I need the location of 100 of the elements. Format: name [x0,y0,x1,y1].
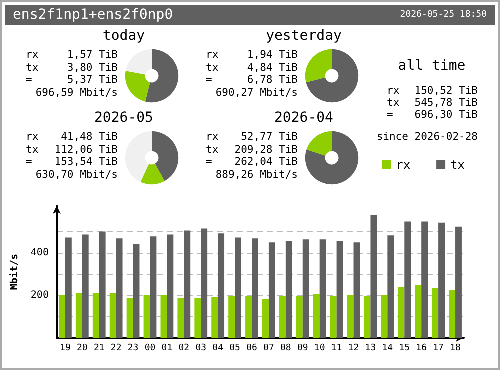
x-tick-label: 18 [450,344,461,354]
text: = [206,74,212,86]
bar [184,230,191,338]
x-tick-label: 08 [280,344,292,354]
text: ens2f1np1+ens2f0np0 [13,7,174,23]
bar [313,294,320,338]
text: 5,37 TiB [67,74,118,86]
x-tick-label: 21 [94,344,105,354]
text: tx [206,144,219,156]
text: 630,70 Mbit/s [36,168,118,180]
bar [438,222,446,338]
y-axis-title: Mbit/s [8,254,20,290]
bar [404,222,412,338]
bar [178,298,184,338]
bar [347,295,354,338]
text: 41,48 TiB [61,131,118,143]
text: 6,78 TiB [247,74,298,86]
x-tick-label: 00 [144,344,156,354]
x-tick-label: 11 [331,344,342,354]
bar [99,232,106,338]
x-tick-label: 02 [178,344,190,354]
text: 1,57 TiB [67,49,118,61]
bar [160,295,168,338]
text: 4,84 TiB [247,62,298,74]
bar [201,228,208,338]
x-tick-label: 04 [212,344,224,354]
bar [296,296,303,338]
text: tx [26,62,39,74]
bar [144,295,150,338]
bar [252,238,258,338]
chart-title: 2026-04 [273,110,334,126]
x-tick-label: 15 [399,344,410,354]
bar [302,240,310,338]
bar [422,222,428,338]
text: 3,80 TiB [67,62,118,74]
text: 696,59 Mbit/s [36,86,118,98]
text: rx [26,49,39,61]
x-tick-label: 19 [60,344,71,354]
text: rx [26,131,39,143]
chart-title: yesterday [265,28,343,44]
bar [65,238,72,338]
bar [235,238,242,338]
text: tx [206,62,219,74]
bar [126,298,134,338]
bar [110,293,116,338]
x-tick-label: 05 [230,344,240,354]
text: 1,94 TiB [247,49,298,61]
bar [449,290,456,338]
text: 150,52 TiB [414,85,478,97]
x-tick-label: 06 [246,344,258,354]
bar [279,296,286,338]
bar [58,295,66,338]
bar [320,240,326,338]
bar [167,234,174,338]
bar [286,242,292,338]
legend-label: tx [450,158,466,172]
bar [218,234,225,338]
x-tick-label: 16 [416,344,428,354]
x-tick-label: 01 [162,344,173,354]
text: 153,54 TiB [54,156,118,168]
bar [330,296,337,338]
text: 545,78 TiB [414,97,478,109]
legend-label: rx [396,158,411,172]
text: rx [387,85,400,97]
bar [262,299,269,338]
bar [194,298,202,338]
text: = [26,74,32,86]
bar [212,297,218,338]
chart-title: today [102,28,146,44]
text: tx [387,97,400,109]
x-tick-label: 12 [348,344,360,354]
bar [432,288,439,338]
x-tick-label: 07 [264,344,274,354]
bar [116,238,123,338]
text: all time [397,58,467,74]
text: 2026-05-25 18:50 [400,10,487,20]
x-tick-label: 17 [433,344,444,354]
text: 52,77 TiB [241,131,298,143]
text: = [26,156,32,168]
bar [364,296,371,338]
text: 112,06 TiB [54,144,118,156]
text: 262,04 TiB [234,156,298,168]
text: rx [206,131,219,143]
x-tick-label: 22 [110,344,122,354]
bar [82,234,89,338]
bar [268,242,276,338]
bar [336,242,344,338]
bar [398,287,405,338]
bar [150,236,157,338]
bar [354,242,360,338]
x-tick-label: 13 [365,344,376,354]
x-tick-label: 23 [128,344,139,354]
x-tick-label: 09 [297,344,308,354]
y-tick-label: 400 [30,247,49,258]
text: since 2026-02-28 [376,131,478,143]
text: 209,28 TiB [234,144,298,156]
y-tick-label: 200 [30,290,49,301]
bar [370,214,378,338]
chart-title: 2026-05 [93,110,154,126]
bar [133,244,140,338]
